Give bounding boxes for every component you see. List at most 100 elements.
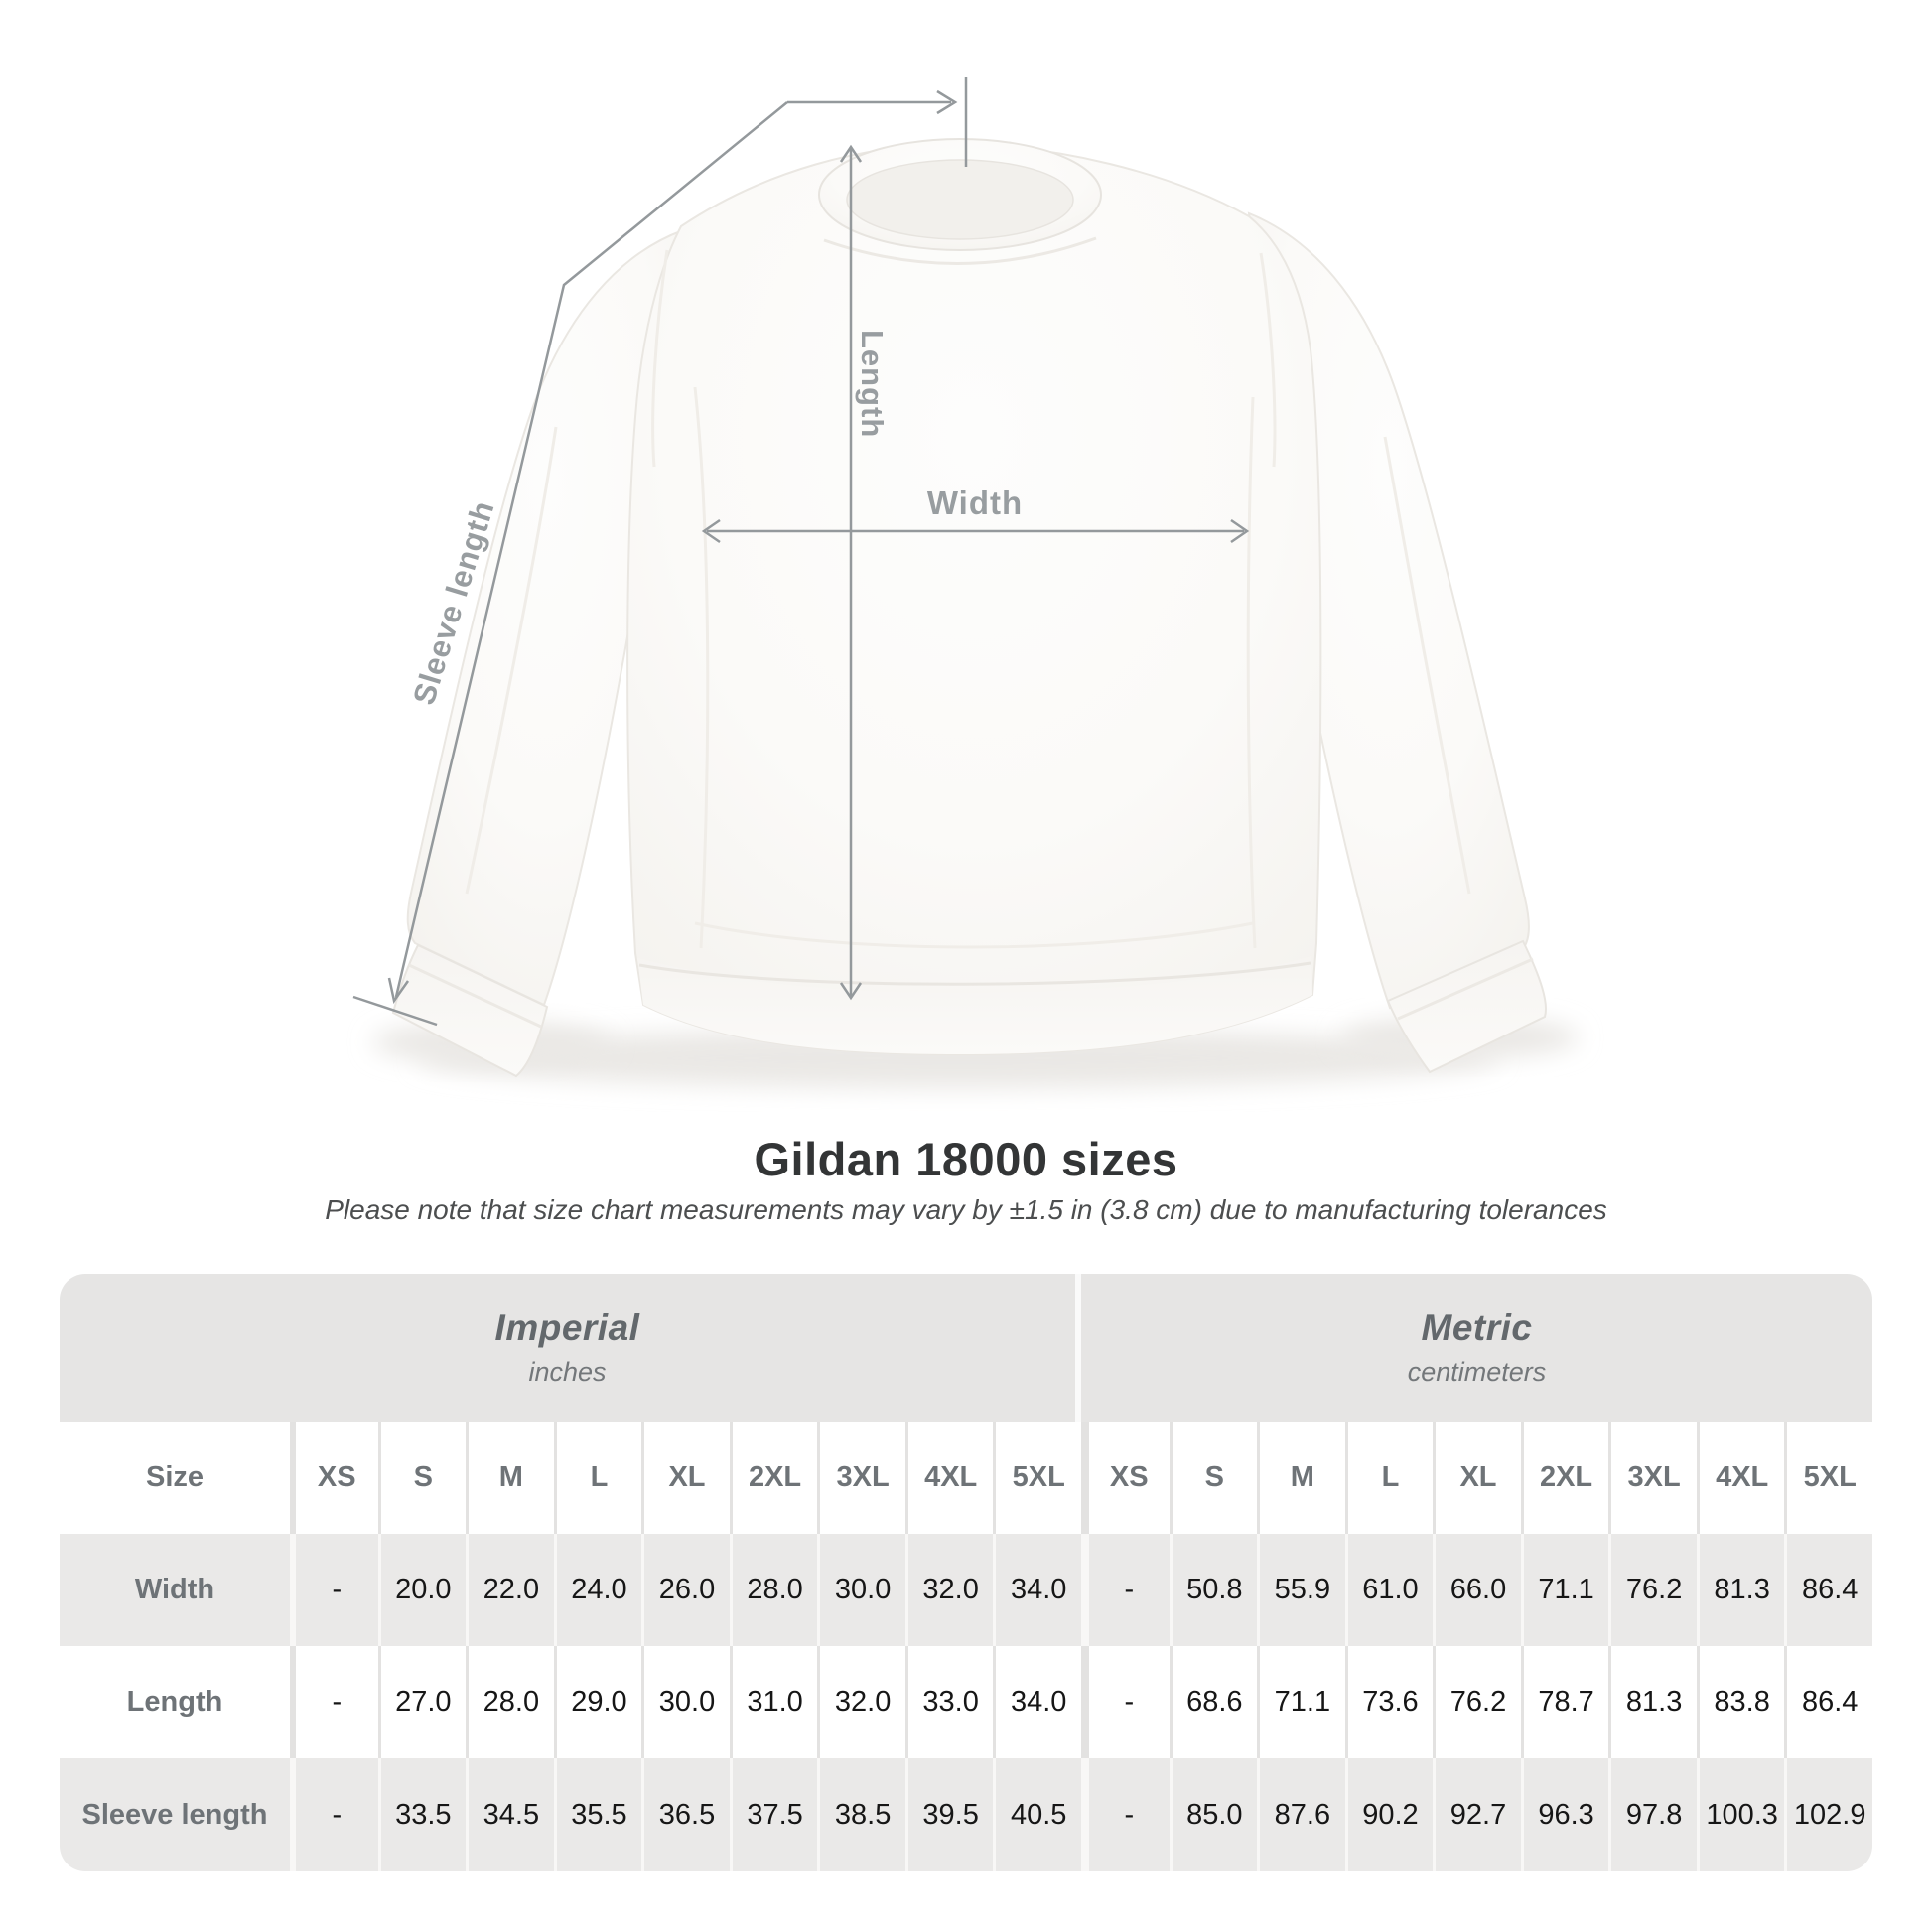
size-col-header: 4XL: [904, 1422, 994, 1534]
size-col-header: 2XL: [729, 1422, 818, 1534]
table-cell: 71.1: [1520, 1534, 1609, 1646]
size-col-header: 3XL: [817, 1422, 905, 1534]
table-cell: 26.0: [641, 1534, 730, 1646]
sweatshirt-cuff-right: [1386, 939, 1547, 1074]
table-cell: 90.2: [1344, 1758, 1434, 1871]
group-title-metric: Metric: [1421, 1308, 1533, 1348]
length-arrow: [839, 144, 863, 1001]
table-cell: 34.0: [993, 1534, 1081, 1646]
sweatshirt-figure: Length Width Sleeve length: [352, 77, 1579, 1088]
table-cell: 22.0: [466, 1534, 554, 1646]
table-cell: 76.2: [1608, 1534, 1697, 1646]
size-col-header: M: [1257, 1422, 1345, 1534]
table-cell: 34.5: [466, 1758, 554, 1871]
table-cell: 27.0: [377, 1646, 467, 1758]
table-cell: 76.2: [1433, 1646, 1521, 1758]
size-table: Imperial inches Metric centimeters Size …: [60, 1274, 1872, 1871]
width-arrow: [701, 518, 1250, 544]
size-col-header: 2XL: [1520, 1422, 1609, 1534]
cuff-seam-left: [408, 963, 542, 1029]
table-cell: 36.5: [641, 1758, 730, 1871]
size-col-header: S: [377, 1422, 467, 1534]
sweatshirt-hem-band: [637, 956, 1312, 1054]
table-cell: 78.7: [1520, 1646, 1609, 1758]
table-cell: 71.1: [1257, 1646, 1345, 1758]
table-cell: 102.9: [1784, 1758, 1872, 1871]
table-cell: 81.3: [1608, 1646, 1697, 1758]
table-cell: 37.5: [729, 1758, 818, 1871]
table-cell: 96.3: [1520, 1758, 1609, 1871]
table-cell: -: [1081, 1646, 1170, 1758]
table-cell: 55.9: [1257, 1534, 1345, 1646]
table-cell: 68.6: [1169, 1646, 1258, 1758]
collar-seam: [823, 236, 1097, 265]
size-col-header: 3XL: [1608, 1422, 1697, 1534]
row-label-width: Width: [60, 1534, 290, 1646]
group-header-metric: Metric centimeters: [1081, 1274, 1872, 1422]
width-label: Width: [927, 484, 1023, 521]
row-label-length: Length: [60, 1646, 290, 1758]
table-cell: 33.5: [377, 1758, 467, 1871]
sweatshirt-body: [626, 142, 1322, 1056]
table-cell: 38.5: [817, 1758, 905, 1871]
size-col-header: XS: [1081, 1422, 1170, 1534]
table-cell: 24.0: [553, 1534, 642, 1646]
table-cell: -: [290, 1534, 378, 1646]
table-cell: 40.5: [993, 1758, 1081, 1871]
table-cell: 100.3: [1696, 1758, 1785, 1871]
table-cell: 32.0: [817, 1646, 905, 1758]
table-cell: 20.0: [377, 1534, 467, 1646]
group-unit-imperial: inches: [528, 1357, 607, 1387]
size-col-header: XS: [290, 1422, 378, 1534]
table-cell: 30.0: [641, 1646, 730, 1758]
table-cell: 31.0: [729, 1646, 818, 1758]
garment-shadow: [417, 1029, 1499, 1088]
table-cell: -: [1081, 1534, 1170, 1646]
page-subtitle: Please note that size chart measurements…: [325, 1194, 1607, 1225]
collar-inner: [846, 159, 1074, 240]
table-cell: -: [290, 1758, 378, 1871]
table-cell: 66.0: [1433, 1534, 1521, 1646]
row-label-sleeve-length: Sleeve length: [60, 1758, 290, 1871]
table-cell: 86.4: [1784, 1534, 1872, 1646]
table-cell: 83.8: [1696, 1646, 1785, 1758]
size-col-header: M: [466, 1422, 554, 1534]
size-col-header: XL: [641, 1422, 730, 1534]
group-header-imperial: Imperial inches: [60, 1274, 1081, 1422]
table-cell: 50.8: [1169, 1534, 1258, 1646]
size-col-header: 4XL: [1696, 1422, 1785, 1534]
table-cell: 33.0: [904, 1646, 994, 1758]
hem-seam: [638, 961, 1311, 986]
size-column-header: Size: [60, 1422, 290, 1534]
table-cell: 34.0: [993, 1646, 1081, 1758]
size-col-header: L: [553, 1422, 642, 1534]
table-cell: 35.5: [553, 1758, 642, 1871]
table-cell: 97.8: [1608, 1758, 1697, 1871]
size-col-header: 5XL: [1784, 1422, 1872, 1534]
top-reference-arrow: [787, 77, 968, 167]
sleeve-length-arrow: [352, 101, 788, 1027]
group-unit-metric: centimeters: [1407, 1357, 1547, 1387]
sweatshirt-cuff-left: [391, 943, 549, 1078]
table-cell: 28.0: [466, 1646, 554, 1758]
table-cell: 92.7: [1433, 1758, 1521, 1871]
cuff-seam-right: [1397, 957, 1534, 1021]
size-col-header: S: [1169, 1422, 1258, 1534]
table-cell: -: [1081, 1758, 1170, 1871]
table-cell: 39.5: [904, 1758, 994, 1871]
table-cell: 30.0: [817, 1534, 905, 1646]
table-cell: 81.3: [1696, 1534, 1785, 1646]
group-title-imperial: Imperial: [494, 1308, 640, 1348]
size-col-header: L: [1344, 1422, 1434, 1534]
table-cell: 32.0: [904, 1534, 994, 1646]
table-cell: 61.0: [1344, 1534, 1434, 1646]
table-cell: 29.0: [553, 1646, 642, 1758]
table-cell: 87.6: [1257, 1758, 1345, 1871]
length-label: Length: [855, 330, 890, 438]
size-col-header: XL: [1433, 1422, 1521, 1534]
table-cell: 28.0: [729, 1534, 818, 1646]
table-cell: 73.6: [1344, 1646, 1434, 1758]
table-cell: 86.4: [1784, 1646, 1872, 1758]
fabric-creases: [465, 249, 1471, 949]
